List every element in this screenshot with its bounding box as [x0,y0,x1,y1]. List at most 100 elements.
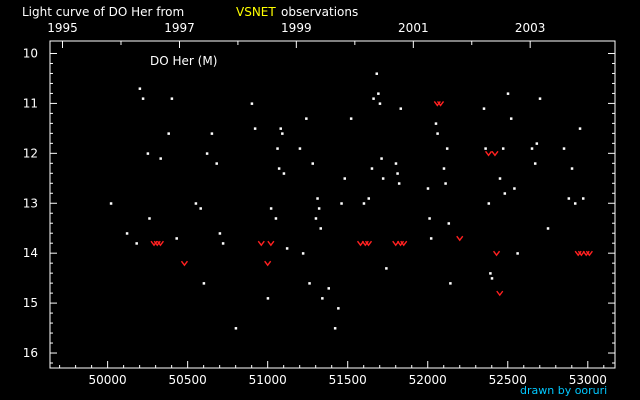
observation-point [436,132,439,135]
x-bottom-tick-label: 50000 [89,373,127,387]
observation-point [482,107,486,110]
fainter-than-mark [264,260,272,267]
observation-point [148,217,151,220]
observation-point [573,202,577,205]
observation-point [316,197,319,200]
observation-point [221,242,225,245]
x-axis-top: 1995 1997 1999 2001 2003 [47,21,545,48]
y-tick-label: 10 [23,46,38,60]
x-bottom-tick-label: 51000 [249,373,287,387]
observation-point [109,202,113,205]
x-bottom-tick-label: 52500 [489,373,527,387]
observation-point [567,197,571,200]
observation-point [380,157,383,160]
observation-point [578,127,582,130]
x-top-tick-label: 1995 [47,21,78,35]
observation-point [503,192,507,195]
y-tick-label: 13 [23,196,38,210]
observation-point [501,147,505,150]
x-top-tick-label: 1999 [281,21,312,35]
observation-point [377,92,380,95]
plot-frame [49,40,616,369]
observation-point [199,207,202,210]
observation-point [311,162,314,165]
y-tick-label: 11 [23,96,38,110]
observation-point [175,237,178,240]
observation-point [490,277,494,280]
x-top-tick-label: 2003 [515,21,546,35]
observation-point [394,162,398,165]
observation-point [442,167,446,170]
observation-point [535,142,539,145]
observation-point [327,287,330,290]
observation-point [396,172,399,175]
observation-point [250,102,254,105]
observation-point [215,162,218,165]
y-tick-label: 16 [23,346,38,360]
y-axis: 10 11 12 13 14 15 16 [23,46,615,364]
observation-point [277,167,281,170]
observation-point [301,252,305,255]
observation-point [399,107,403,110]
observation-point [333,327,337,330]
fainter-than-mark [156,240,164,247]
observation-point [125,232,129,235]
observation-point [487,202,491,205]
fainter-than-mark [364,240,373,247]
x-bottom-tick-label: 50500 [169,373,207,387]
observation-point [538,97,542,100]
observation-point [484,147,487,150]
observation-point [367,197,371,200]
observation-point [449,282,452,285]
observation-point [513,187,516,190]
observation-point [305,117,308,120]
observation-point [285,247,289,250]
observation-point [274,217,278,220]
observation-point [375,72,379,75]
observation-point [378,102,382,105]
observation-point [489,272,492,275]
x-bottom-tick-label: 53000 [569,373,607,387]
observation-point [428,217,431,220]
observation-point [205,152,209,155]
x-top-tick-label: 2001 [398,21,429,35]
observation-point [530,147,534,150]
observation-point [546,227,550,230]
observation-point [385,267,388,270]
observation-point [210,132,214,135]
observation-point [429,237,433,240]
observation-point [570,167,574,170]
observation-point [434,122,438,125]
observation-point [381,177,385,180]
fainter-than-mark [491,150,499,157]
observation-point [279,127,282,130]
fainter-than-mark [456,235,464,242]
observation-point [194,202,198,205]
observation-point [372,97,375,100]
observation-point [141,97,145,100]
observation-point [321,297,324,300]
observation-point [266,297,270,300]
observation-point [370,167,374,170]
x-bottom-tick-label: 51500 [329,373,367,387]
fainter-than-mark [400,240,408,247]
observation-point [337,307,340,310]
data-points [109,72,593,330]
fainter-than-mark [436,100,445,107]
star-annotation: DO Her (M) [150,54,217,68]
observation-point [581,197,585,200]
observation-point [202,282,206,285]
y-tick-label: 12 [23,146,38,160]
observation-point [282,172,286,175]
observation-point [253,127,257,130]
observation-point [340,202,343,205]
fainter-than-mark [180,260,189,267]
observation-point [146,152,150,155]
observation-point [498,177,502,180]
x-bottom-tick-label: 52000 [409,373,447,387]
observation-point [234,327,238,330]
y-tick-label: 15 [23,296,38,310]
observation-point [445,147,449,150]
